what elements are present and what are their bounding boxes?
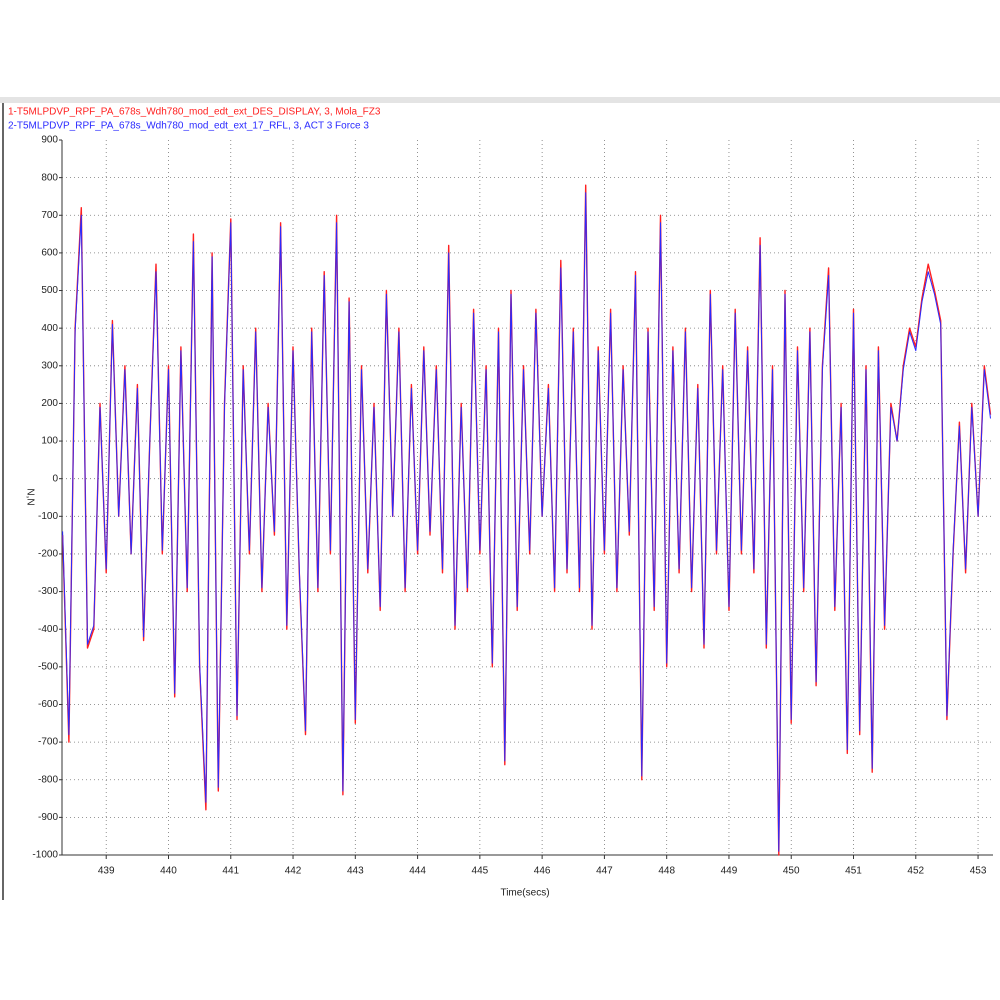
legend-entry: 1-T5MLPDVP_RPF_PA_678s_Wdh780_mod_edt_ex… — [8, 107, 381, 118]
series-line — [62, 192, 991, 852]
y-tick-label: 0 — [52, 473, 58, 484]
x-tick-label: 448 — [658, 866, 675, 877]
y-tick-label: -800 — [38, 774, 58, 785]
x-tick-label: 446 — [534, 866, 551, 877]
y-tick-label: -200 — [38, 549, 58, 560]
x-tick-label: 443 — [347, 866, 364, 877]
y-tick-label: 300 — [41, 360, 58, 371]
y-tick-label: -400 — [38, 624, 58, 635]
x-tick-label: 452 — [907, 866, 924, 877]
y-tick-label: 200 — [41, 398, 58, 409]
y-tick-label: 100 — [41, 436, 58, 447]
y-tick-label: 400 — [41, 323, 58, 334]
x-tick-label: 447 — [596, 866, 613, 877]
y-tick-label: -700 — [38, 737, 58, 748]
x-tick-label: 440 — [160, 866, 177, 877]
legend-entry: 2-T5MLPDVP_RPF_PA_678s_Wdh780_mod_edt_ex… — [8, 121, 369, 132]
x-axis-label: Time(secs) — [500, 888, 549, 899]
x-tick-label: 450 — [783, 866, 800, 877]
x-tick-label: 449 — [721, 866, 738, 877]
x-tick-label: 439 — [98, 866, 115, 877]
x-tick-label: 453 — [970, 866, 987, 877]
y-tick-label: -100 — [38, 511, 58, 522]
y-tick-label: -500 — [38, 661, 58, 672]
y-tick-label: 800 — [41, 172, 58, 183]
toolbar-band — [0, 97, 1000, 103]
y-tick-label: 700 — [41, 210, 58, 221]
y-tick-label: 600 — [41, 248, 58, 259]
series-line — [61, 184, 992, 856]
y-tick-label: -600 — [38, 699, 58, 710]
x-tick-label: 441 — [222, 866, 239, 877]
y-tick-label: -900 — [38, 812, 58, 823]
y-axis-label: N,N — [24, 488, 35, 505]
x-tick-label: 451 — [845, 866, 862, 877]
y-tick-label: -300 — [38, 586, 58, 597]
x-tick-label: 442 — [285, 866, 302, 877]
y-tick-label: 500 — [41, 285, 58, 296]
x-tick-label: 445 — [472, 866, 489, 877]
y-tick-label: -1000 — [32, 850, 58, 861]
y-tick-label: 900 — [41, 135, 58, 146]
x-tick-label: 444 — [409, 866, 426, 877]
